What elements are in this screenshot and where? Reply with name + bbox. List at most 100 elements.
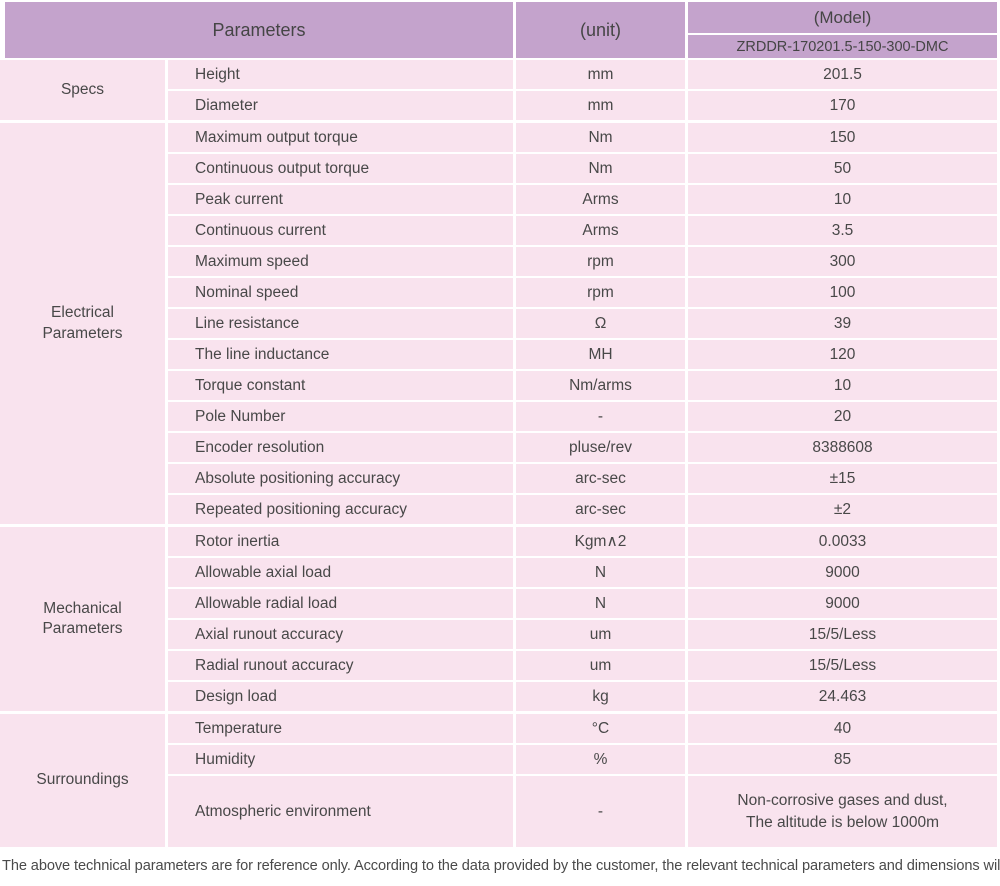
unit-cell: N (516, 558, 685, 587)
parameter-cell: Continuous current (168, 216, 513, 245)
unit-cell: Arms (516, 216, 685, 245)
table-row: Absolute positioning accuracy arc-sec ±15 (168, 464, 997, 493)
table-section: Mechanical Parameters Rotor inertia Kgm∧2 0… (0, 527, 997, 711)
table-row: Radial runout accuracy um 15/5/Less (168, 651, 997, 680)
unit-cell: rpm (516, 278, 685, 307)
header-model-group: (Model) ZRDDR-170201.5-150-300-DMC (688, 2, 997, 58)
parameter-cell: Maximum speed (168, 247, 513, 276)
parameter-cell: Axial runout accuracy (168, 620, 513, 649)
spec-table: Parameters (unit) (Model) ZRDDR-170201.5… (0, 2, 997, 847)
header-parameters-label: Parameters (5, 2, 513, 58)
table-row: Design load kg 24.463 (168, 682, 997, 711)
parameter-cell: Absolute positioning accuracy (168, 464, 513, 493)
value-cell: Non-corrosive gases and dust, The altitu… (688, 776, 997, 847)
table-row: Rotor inertia Kgm∧2 0.0033 (168, 527, 997, 556)
value-cell: 150 (688, 123, 997, 152)
value-cell: 100 (688, 278, 997, 307)
table-row: Maximum speed rpm 300 (168, 247, 997, 276)
value-cell: 15/5/Less (688, 620, 997, 649)
table-row: Allowable axial load N 9000 (168, 558, 997, 587)
table-row: Peak current Arms 10 (168, 185, 997, 214)
value-cell: 120 (688, 340, 997, 369)
value-cell: 0.0033 (688, 527, 997, 556)
value-cell: 201.5 (688, 60, 997, 89)
table-section: Surroundings Temperature °C 40 Humidity% 85 At… (0, 714, 997, 847)
value-cell: 40 (688, 714, 997, 743)
value-cell: 170 (688, 91, 997, 120)
unit-cell: Ω (516, 309, 685, 338)
unit-cell: Nm (516, 154, 685, 183)
category-cell: Mechanical Parameters (0, 527, 165, 711)
table-section: Electrical Parameters Maximum output torq… (0, 123, 997, 524)
unit-cell: MH (516, 340, 685, 369)
parameter-cell: Temperature (168, 714, 513, 743)
table-header: Parameters (unit) (Model) ZRDDR-170201.5… (5, 2, 997, 58)
value-cell: 300 (688, 247, 997, 276)
parameter-cell: Diameter (168, 91, 513, 120)
table-section: Specs Height mm 201.5 Diameter mm 170 (0, 60, 997, 120)
value-cell: 85 (688, 745, 997, 774)
value-cell: 9000 (688, 589, 997, 618)
table-row: Height mm 201.5 (168, 60, 997, 89)
table-row: Diameter mm 170 (168, 91, 997, 120)
value-cell: 8388608 (688, 433, 997, 462)
unit-cell: Kgm∧2 (516, 527, 685, 556)
unit-cell: Nm (516, 123, 685, 152)
footer-note: The above technical parameters are for r… (2, 858, 1000, 874)
parameter-cell: Line resistance (168, 309, 513, 338)
section-rows: Temperature °C 40 Humidity% 85 Atmospheric en… (168, 714, 997, 847)
table-row: Line resistance Ω 39 (168, 309, 997, 338)
value-cell: 9000 (688, 558, 997, 587)
table-row: The line inductance MH 120 (168, 340, 997, 369)
table-row: Continuous current Arms 3.5 (168, 216, 997, 245)
table-row: Maximum output torque Nm 150 (168, 123, 997, 152)
table-row: Encoder resolution pluse/rev 8388608 (168, 433, 997, 462)
table-body: Specs Height mm 201.5 Diameter mm 170 Electrica… (0, 60, 997, 847)
category-cell: Electrical Parameters (0, 123, 165, 524)
section-rows: Rotor inertia Kgm∧2 0.0033 Allowable axial … (168, 527, 997, 711)
value-cell: 3.5 (688, 216, 997, 245)
unit-cell: - (516, 402, 685, 431)
parameter-cell: Rotor inertia (168, 527, 513, 556)
category-cell: Specs (0, 60, 165, 120)
unit-cell: um (516, 651, 685, 680)
parameter-cell: Pole Number (168, 402, 513, 431)
category-cell: Surroundings (0, 714, 165, 847)
parameter-cell: Continuous output torque (168, 154, 513, 183)
section-rows: Maximum output torque Nm 150 Continuous out… (168, 123, 997, 524)
table-row: Nominal speed rpm 100 (168, 278, 997, 307)
parameter-cell: Repeated positioning accuracy (168, 495, 513, 524)
header-unit-label: (unit) (516, 2, 685, 58)
value-cell: 15/5/Less (688, 651, 997, 680)
value-cell: ±2 (688, 495, 997, 524)
table-row: Pole Number -20 (168, 402, 997, 431)
section-rows: Height mm 201.5 Diameter mm 170 (168, 60, 997, 120)
unit-cell: - (516, 776, 685, 847)
unit-cell: Arms (516, 185, 685, 214)
header-model-label: (Model) (688, 2, 997, 33)
table-row: Axial runout accuracy um 15/5/Less (168, 620, 997, 649)
table-row: Continuous output torque Nm 50 (168, 154, 997, 183)
unit-cell: arc-sec (516, 495, 685, 524)
table-row: Repeated positioning accuracy arc-sec ±2 (168, 495, 997, 524)
table-row: Allowable radial load N 9000 (168, 589, 997, 618)
parameter-cell: Height (168, 60, 513, 89)
unit-cell: mm (516, 91, 685, 120)
parameter-cell: Encoder resolution (168, 433, 513, 462)
table-row: Atmospheric environment - Non-corrosive ga… (168, 776, 997, 847)
parameter-cell: Allowable radial load (168, 589, 513, 618)
value-cell: 39 (688, 309, 997, 338)
unit-cell: % (516, 745, 685, 774)
table-row: Humidity% 85 (168, 745, 997, 774)
unit-cell: pluse/rev (516, 433, 685, 462)
parameter-cell: Atmospheric environment (168, 776, 513, 847)
parameter-cell: Radial runout accuracy (168, 651, 513, 680)
value-cell: 10 (688, 371, 997, 400)
parameter-cell: Allowable axial load (168, 558, 513, 587)
value-cell: 20 (688, 402, 997, 431)
table-row: Temperature °C 40 (168, 714, 997, 743)
parameter-cell: Humidity (168, 745, 513, 774)
value-cell: ±15 (688, 464, 997, 493)
unit-cell: Nm/arms (516, 371, 685, 400)
unit-cell: kg (516, 682, 685, 711)
